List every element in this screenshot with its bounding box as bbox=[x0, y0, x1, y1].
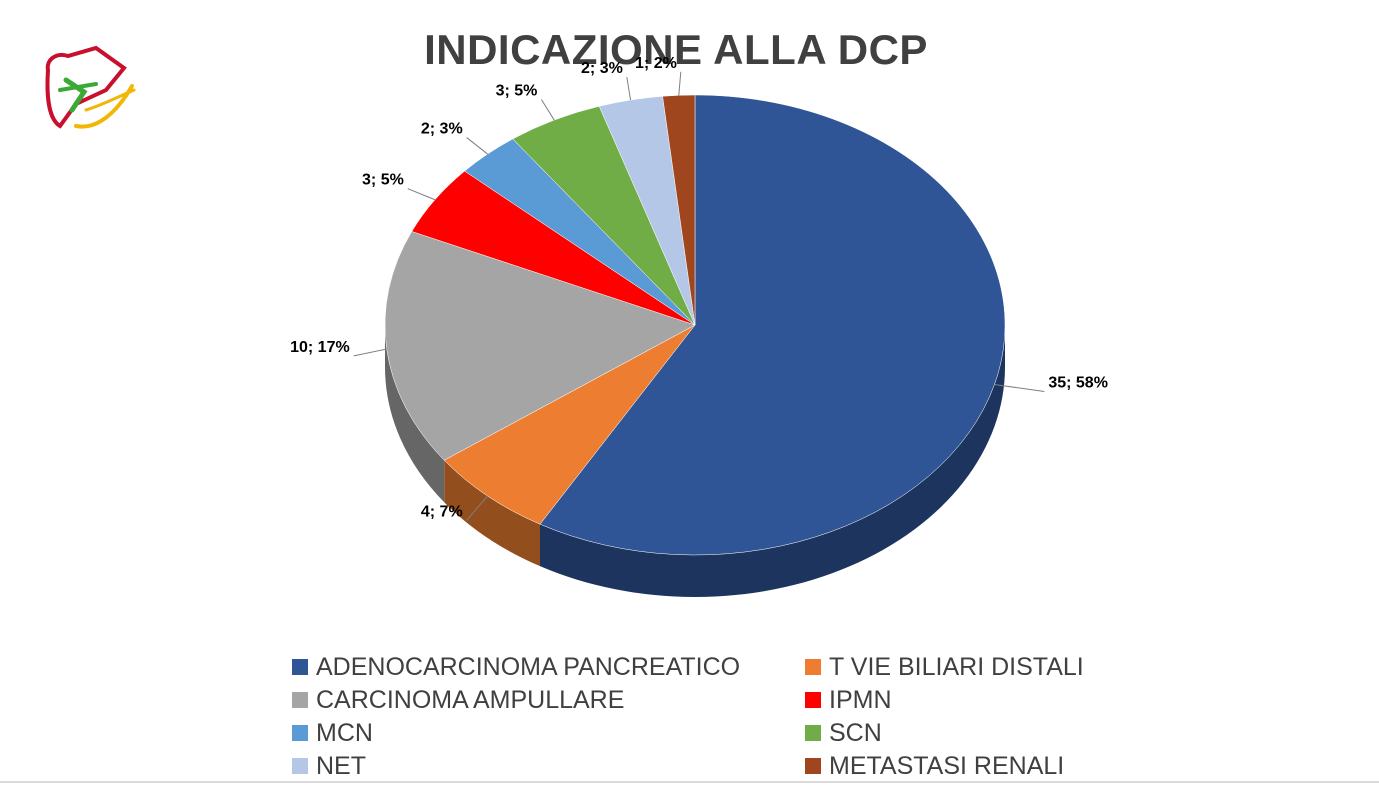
pie-slice-side-2 bbox=[385, 325, 445, 503]
legend-swatch bbox=[805, 725, 821, 741]
legend-item-7: METASTASI RENALI bbox=[805, 749, 1064, 783]
legend-swatch bbox=[292, 659, 308, 675]
data-label-2: 10; 17% bbox=[290, 339, 350, 356]
data-label-1: 4; 7% bbox=[421, 503, 463, 520]
legend-item-3: IPMN bbox=[805, 683, 892, 717]
pie-slice-2[interactable] bbox=[384, 231, 696, 461]
leader-line-4 bbox=[466, 137, 488, 155]
leader-line-3 bbox=[407, 188, 436, 201]
legend-item-6: NET bbox=[292, 749, 366, 783]
legend-label: SCN bbox=[829, 718, 882, 747]
chart-title: INDICAZIONE ALLA DCP bbox=[424, 26, 928, 73]
pie-slice-side-0 bbox=[540, 325, 1005, 597]
legend-swatch bbox=[292, 692, 308, 708]
legend-item-0: ADENOCARCINOMA PANCREATICO bbox=[292, 650, 740, 684]
pie-slice-side-1 bbox=[444, 460, 540, 567]
leader-line-0 bbox=[994, 384, 1045, 392]
legend-item-4: MCN bbox=[292, 716, 373, 750]
leader-line-5 bbox=[540, 99, 555, 121]
legend-label: NET bbox=[316, 751, 366, 780]
legend-label: ADENOCARCINOMA PANCREATICO bbox=[316, 652, 741, 681]
legend-item-5: SCN bbox=[805, 716, 882, 750]
legend-label: T VIE BILIARI DISTALI bbox=[829, 652, 1084, 681]
legend-item-2: CARCINOMA AMPULLARE bbox=[292, 683, 624, 717]
slide-divider bbox=[0, 781, 1379, 783]
legend-label: MCN bbox=[316, 718, 373, 747]
data-label-6: 2; 3% bbox=[581, 60, 623, 77]
pie-slice-0[interactable] bbox=[539, 94, 1006, 556]
legend-label: IPMN bbox=[829, 685, 892, 714]
legend-swatch bbox=[805, 758, 821, 774]
legend-label: METASTASI RENALI bbox=[829, 751, 1065, 780]
data-label-4: 2; 3% bbox=[421, 121, 463, 138]
data-label-7: 1; 2% bbox=[635, 55, 677, 72]
legend-item-1: T VIE BILIARI DISTALI bbox=[805, 650, 1084, 684]
leader-line-2 bbox=[353, 348, 387, 357]
data-label-0: 35; 58% bbox=[1048, 375, 1108, 392]
legend-swatch bbox=[805, 692, 821, 708]
data-label-5: 3; 5% bbox=[496, 82, 538, 99]
legend-swatch bbox=[292, 725, 308, 741]
leader-line-1 bbox=[466, 495, 488, 521]
pie-slice-1[interactable] bbox=[443, 324, 696, 525]
leader-line-6 bbox=[626, 76, 632, 101]
data-label-3: 3; 5% bbox=[362, 172, 404, 189]
liver-logo-icon bbox=[45, 45, 136, 129]
legend-label: CARCINOMA AMPULLARE bbox=[316, 685, 625, 714]
leader-line-7 bbox=[678, 71, 682, 96]
legend-swatch bbox=[805, 659, 821, 675]
pie-slice-7[interactable] bbox=[662, 94, 696, 326]
legend-swatch bbox=[292, 758, 308, 774]
